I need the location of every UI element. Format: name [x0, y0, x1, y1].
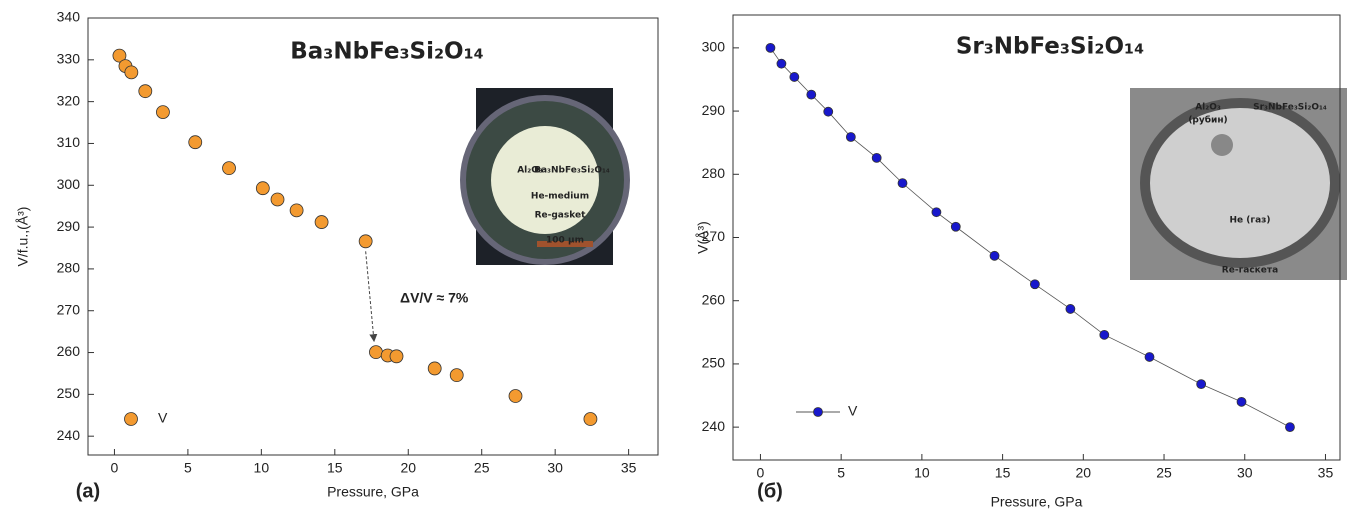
- point: [124, 65, 139, 80]
- point: [427, 361, 442, 376]
- legend-marker: [813, 407, 823, 417]
- x-tick-label: 30: [1237, 465, 1253, 481]
- x-tick-label: 20: [400, 460, 416, 476]
- point: [1196, 379, 1207, 390]
- inset-label: 100 μm: [546, 236, 584, 246]
- point: [369, 345, 383, 360]
- x-tick-label: 5: [184, 460, 192, 476]
- point: [776, 58, 787, 69]
- x-tick-label: 15: [327, 460, 343, 476]
- y-tick-label: 240: [702, 418, 726, 434]
- point: [156, 105, 170, 119]
- point: [389, 349, 404, 364]
- annotation-arrow: [365, 251, 378, 343]
- point: [255, 181, 270, 196]
- y-tick-label: 280: [57, 260, 81, 276]
- point: [806, 89, 817, 100]
- panel-label: (a): [76, 480, 100, 502]
- y-tick-label: 250: [702, 355, 726, 371]
- sample-chamber: [491, 126, 599, 234]
- y-tick-label: 270: [702, 228, 726, 244]
- point: [188, 135, 203, 150]
- point: [871, 152, 882, 163]
- point: [845, 132, 856, 142]
- point: [508, 389, 523, 403]
- point: [138, 84, 153, 99]
- x-tick-label: 10: [254, 460, 270, 476]
- point: [1285, 422, 1295, 433]
- x-axis-title: Pressure, GPa: [991, 494, 1083, 510]
- point: [989, 250, 1000, 261]
- y-tick-label: 300: [57, 176, 81, 192]
- y-tick-label: 290: [702, 102, 726, 118]
- x-tick-label: 10: [914, 465, 930, 481]
- point: [222, 161, 236, 176]
- point: [765, 42, 776, 53]
- inset-label: Al₂O₃: [1195, 103, 1221, 113]
- point: [289, 203, 304, 218]
- x-tick-label: 35: [621, 460, 637, 476]
- annotation: ΔV/V ≈ 7%: [400, 290, 469, 306]
- legend-label: V: [848, 403, 858, 419]
- plot-frame: [87, 17, 659, 456]
- inset-label: Re-gasket: [535, 211, 586, 221]
- y-tick-label: 340: [57, 9, 81, 25]
- point: [823, 106, 834, 117]
- x-tick-label: 0: [111, 460, 119, 476]
- x-tick-label: 25: [1156, 465, 1172, 481]
- point: [1099, 329, 1110, 340]
- legend-label: V: [158, 410, 168, 426]
- y-tick-label: 330: [57, 51, 81, 67]
- point: [270, 192, 285, 207]
- y-tick-label: 290: [57, 218, 81, 234]
- point: [1065, 304, 1076, 314]
- y-tick-label: 240: [57, 427, 81, 443]
- y-axis-title: V(Å³): [695, 221, 711, 254]
- y-tick-label: 270: [57, 301, 81, 317]
- inset-label: Sr₃NbFe₃Si₂O₁₄: [1253, 103, 1327, 113]
- point: [1144, 352, 1155, 362]
- x-tick-label: 15: [995, 465, 1011, 481]
- scale-bar: [537, 241, 593, 247]
- inset-label: Al₂O₃: [517, 166, 543, 176]
- chart-title: Ba₃NbFe₃Si₂O₁₄: [290, 39, 484, 65]
- x-tick-label: 35: [1318, 465, 1334, 481]
- point: [931, 207, 942, 218]
- inset-label: Ba₃NbFe₃Si₂O₁₄: [534, 166, 610, 176]
- point: [314, 215, 329, 229]
- panel-label: (б): [757, 480, 783, 502]
- x-tick-label: 0: [757, 465, 765, 481]
- y-tick-label: 320: [57, 92, 81, 108]
- inset-label: He (газ): [1229, 216, 1270, 226]
- y-tick-label: 260: [702, 291, 726, 307]
- x-tick-label: 30: [547, 460, 563, 476]
- legend-marker: [124, 412, 138, 426]
- point: [358, 234, 373, 249]
- y-axis-title: V/f.u.,(Å³): [15, 207, 31, 267]
- y-tick-label: 260: [57, 343, 81, 359]
- point: [583, 412, 598, 426]
- y-tick-label: 300: [702, 39, 726, 55]
- inset-label: Re-гаскета: [1222, 266, 1278, 276]
- ruby: [1211, 134, 1233, 156]
- y-tick-label: 280: [702, 165, 726, 181]
- point: [789, 72, 800, 82]
- chart-title: Sr₃NbFe₃Si₂O₁₄: [956, 34, 1144, 60]
- x-axis-title: Pressure, GPa: [327, 484, 419, 500]
- point: [950, 221, 961, 232]
- x-tick-label: 5: [837, 465, 845, 481]
- x-tick-label: 20: [1076, 465, 1092, 481]
- sample-chamber: [1140, 98, 1340, 268]
- x-tick-label: 25: [474, 460, 490, 476]
- point: [1236, 396, 1247, 407]
- y-tick-label: 310: [57, 134, 81, 150]
- inset-label: (рубин): [1188, 115, 1227, 126]
- point: [1029, 279, 1040, 290]
- point: [112, 48, 127, 63]
- point: [449, 368, 464, 383]
- point: [897, 178, 908, 189]
- y-tick-label: 250: [57, 385, 81, 401]
- inset-label: He-medium: [531, 192, 589, 202]
